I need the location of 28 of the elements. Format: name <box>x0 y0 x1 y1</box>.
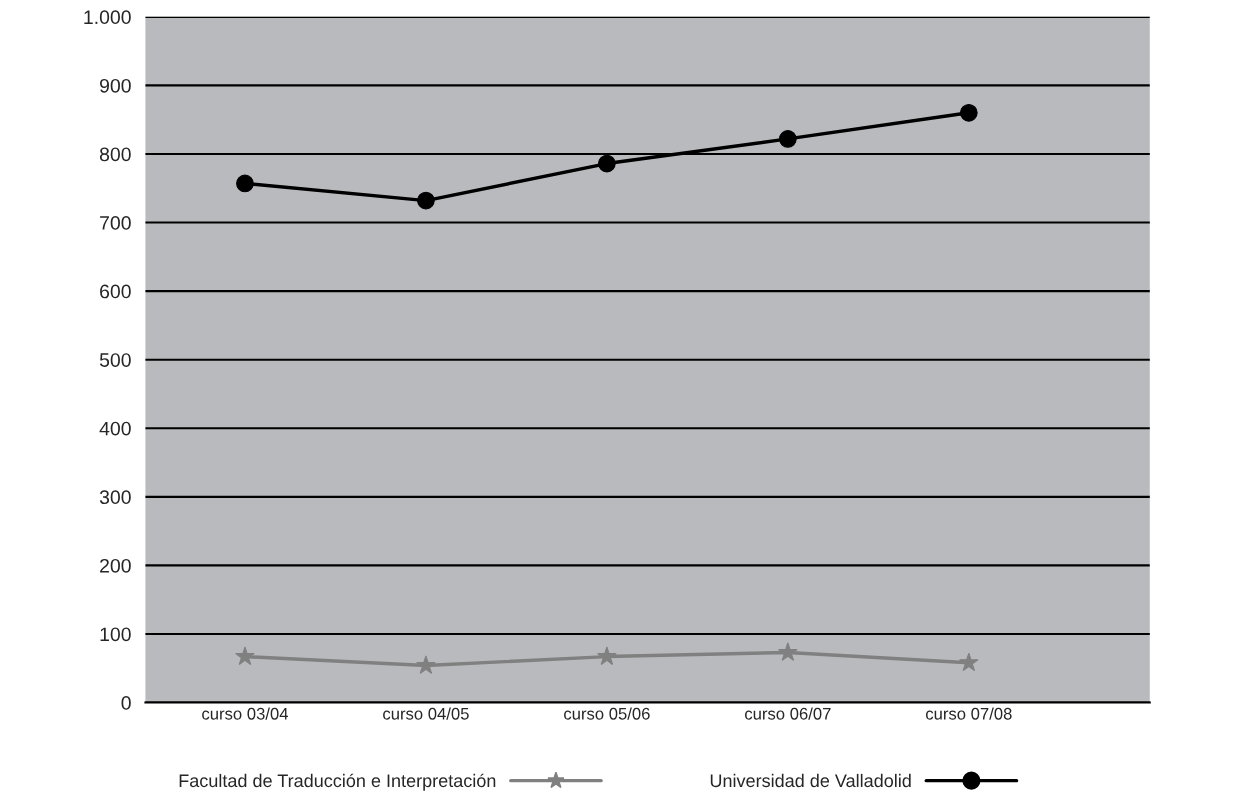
point <box>236 174 254 193</box>
point <box>779 130 797 148</box>
y-tick-label: 0 <box>121 696 131 710</box>
legend-label: Facultad de Traducción e Interpretación <box>179 773 496 791</box>
y-tick-label: 800 <box>99 147 131 162</box>
y-tick-label: 1.000 <box>84 10 131 25</box>
point <box>598 154 616 173</box>
x-tick-label: curso 04/05 <box>383 707 469 720</box>
y-tick-label: 600 <box>100 284 131 299</box>
point <box>959 652 979 672</box>
x-tick-label: curso 05/06 <box>564 707 650 720</box>
point <box>778 642 798 661</box>
point <box>597 646 617 665</box>
legend-label: Universidad de Valladolid <box>710 773 911 788</box>
y-tick-label: 200 <box>100 558 131 573</box>
y-tick-label: 100 <box>100 627 131 642</box>
point <box>959 103 978 122</box>
point <box>416 655 436 674</box>
x-tick-label: curso 03/04 <box>202 707 289 720</box>
y-tick-label: 700 <box>100 216 131 230</box>
point <box>417 191 435 210</box>
y-tick-label: 300 <box>99 490 131 505</box>
y-tick-label: 900 <box>100 78 131 93</box>
y-tick-label: 500 <box>99 353 131 367</box>
x-tick-label: curso 06/07 <box>745 707 831 720</box>
y-tick-label: 400 <box>99 421 131 436</box>
point <box>235 646 255 665</box>
x-tick-label: curso 07/08 <box>925 707 1012 720</box>
